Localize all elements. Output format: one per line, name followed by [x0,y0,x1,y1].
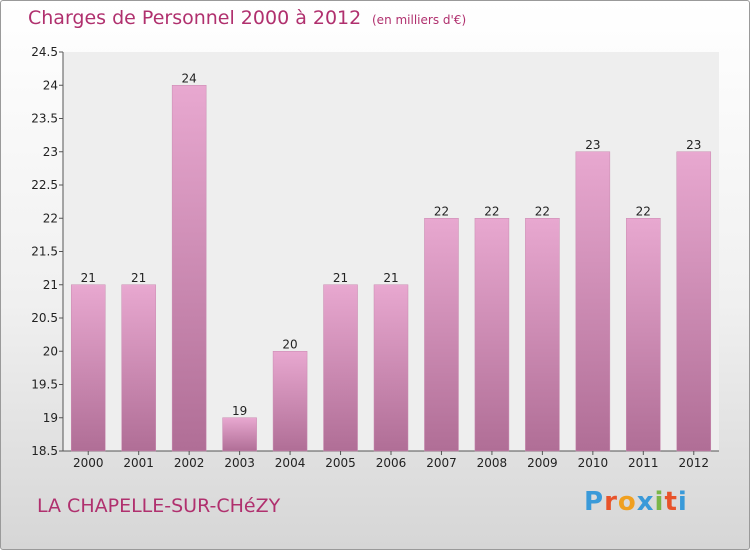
bar-value-label: 23 [686,138,701,152]
y-tick-label: 24 [43,78,58,92]
y-tick-label: 20 [43,344,58,358]
x-tick-label: 2010 [578,456,609,470]
bar [474,218,510,452]
bar [626,218,661,452]
y-tick-label: 22 [43,211,58,225]
proxiti-logo: Proxiti [584,487,688,517]
y-tick-label: 23 [43,145,58,159]
y-tick-label: 20.5 [31,311,58,325]
x-tick-label: 2003 [224,456,255,470]
x-tick-label: 2006 [376,456,407,470]
x-tick-label: 2011 [628,456,659,470]
bar [121,284,156,452]
chart-subtitle: (en milliers d'€) [372,13,467,27]
y-tick-label: 19.5 [31,378,58,392]
bar [676,151,712,452]
bar-value-label: 20 [282,337,297,351]
x-tick-label: 2001 [123,456,154,470]
bar [171,85,207,452]
commune-name: LA CHAPELLE-SUR-CHéZY [37,495,281,517]
bar-value-label: 21 [131,271,146,285]
bar [525,218,560,452]
bar [424,218,459,452]
bar-value-label: 24 [182,71,197,85]
x-tick-label: 2005 [325,456,356,470]
bar-value-label: 21 [81,271,96,285]
bar-value-label: 21 [383,271,398,285]
bar-value-label: 19 [232,404,247,418]
y-tick-label: 21.5 [31,245,58,259]
x-tick-label: 2004 [275,456,306,470]
x-tick-label: 2000 [73,456,104,470]
bar [323,284,358,452]
x-tick-label: 2008 [477,456,508,470]
bar-value-label: 22 [434,204,449,218]
bar-value-label: 22 [484,204,499,218]
bar-value-label: 23 [585,138,600,152]
bar-value-label: 22 [535,204,550,218]
x-tick-label: 2012 [678,456,709,470]
bar [222,417,257,452]
y-tick-label: 18.5 [31,444,58,458]
y-tick-label: 21 [43,278,58,292]
bar [575,151,611,452]
x-tick-label: 2002 [174,456,205,470]
chart-title: Charges de Personnel 2000 à 2012 [28,7,362,29]
y-tick-label: 23.5 [31,112,58,126]
bar [70,284,106,452]
bar-value-label: 21 [333,271,348,285]
x-tick-label: 2007 [426,456,457,470]
y-tick-label: 19 [43,411,58,425]
bar-value-label: 22 [636,204,651,218]
bar [373,284,409,452]
y-tick-label: 22.5 [31,178,58,192]
y-tick-label: 24.5 [31,45,58,59]
x-tick-label: 2009 [527,456,558,470]
bar [272,351,308,452]
